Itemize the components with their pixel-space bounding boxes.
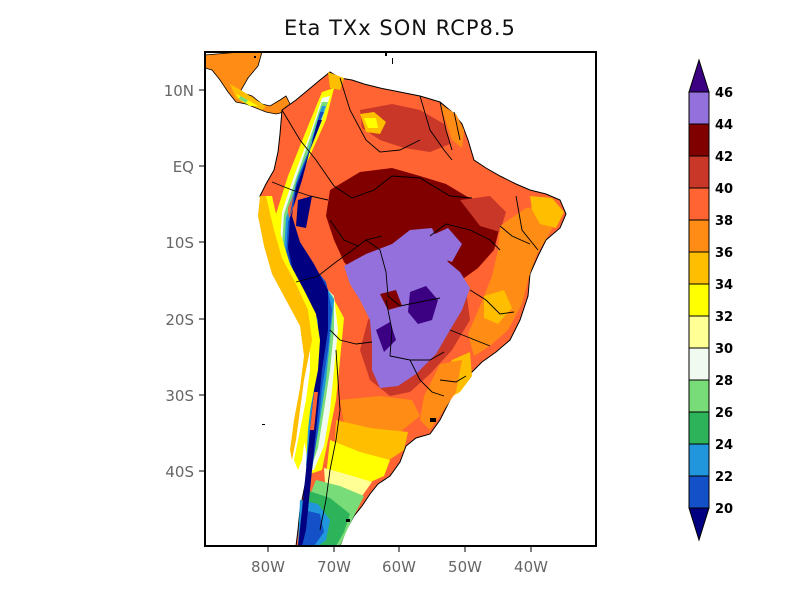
colorbar-band — [688, 443, 710, 477]
colorbar-band — [688, 347, 710, 381]
colorbar-band — [688, 411, 710, 445]
map-field — [205, 52, 567, 546]
colorbar-label: 24 — [715, 438, 733, 453]
colorbar-label: 46 — [715, 86, 733, 101]
colorbar-label: 34 — [715, 278, 733, 293]
colorbar-label: 22 — [715, 470, 733, 485]
country-borders — [271, 77, 539, 531]
lat-tick-label: 30S — [165, 387, 194, 405]
colorbar-band — [688, 123, 710, 157]
map-frame — [204, 51, 597, 547]
colorbar-band — [688, 91, 710, 125]
colorbar-label: 40 — [715, 182, 733, 197]
colorbar-label: 42 — [715, 150, 733, 165]
lat-tick-label: EQ — [173, 158, 194, 176]
lat-tick-label: 10S — [165, 234, 194, 252]
colorbar-bottom-arrow — [688, 507, 710, 542]
central-america — [205, 52, 291, 115]
latitude-axis: 10N EQ 10S 20S 30S 40S — [164, 82, 205, 481]
colorbar-label: 32 — [715, 310, 733, 325]
lat-tick-label: 20S — [165, 311, 194, 329]
colorbar-band — [688, 187, 710, 221]
lon-tick-label: 40W — [514, 558, 548, 576]
colorbar-band — [688, 155, 710, 189]
colorbar-label: 44 — [715, 118, 733, 133]
colorbar-band — [688, 219, 710, 253]
colorbar-label: 36 — [715, 246, 733, 261]
colorbar-band — [688, 475, 710, 509]
plot-title: Eta TXx SON RCP8.5 — [284, 16, 516, 40]
lat-tick-label: 40S — [165, 463, 194, 481]
colorbar-label: 38 — [715, 214, 733, 229]
lon-tick-label: 80W — [251, 558, 285, 576]
lat-tick-label: 10N — [164, 82, 194, 100]
colorbar-label: 30 — [715, 342, 733, 357]
colorbar-band — [688, 283, 710, 317]
region-44-46 — [344, 228, 470, 388]
lon-tick-label: 70W — [317, 558, 351, 576]
colorbar-top-arrow — [688, 58, 710, 93]
islands — [254, 52, 436, 522]
colorbar-label: 20 — [715, 502, 733, 517]
colorbar-label: 26 — [715, 406, 733, 421]
colorbar: 20 22 24 26 28 30 32 34 36 38 40 42 44 46 — [688, 58, 733, 542]
lon-tick-label: 50W — [448, 558, 482, 576]
longitude-axis: 80W 70W 60W 50W 40W — [251, 546, 548, 576]
colorbar-band — [688, 379, 710, 413]
lon-tick-label: 60W — [382, 558, 416, 576]
colorbar-band — [688, 315, 710, 349]
colorbar-label: 28 — [715, 374, 733, 389]
colorbar-band — [688, 251, 710, 285]
